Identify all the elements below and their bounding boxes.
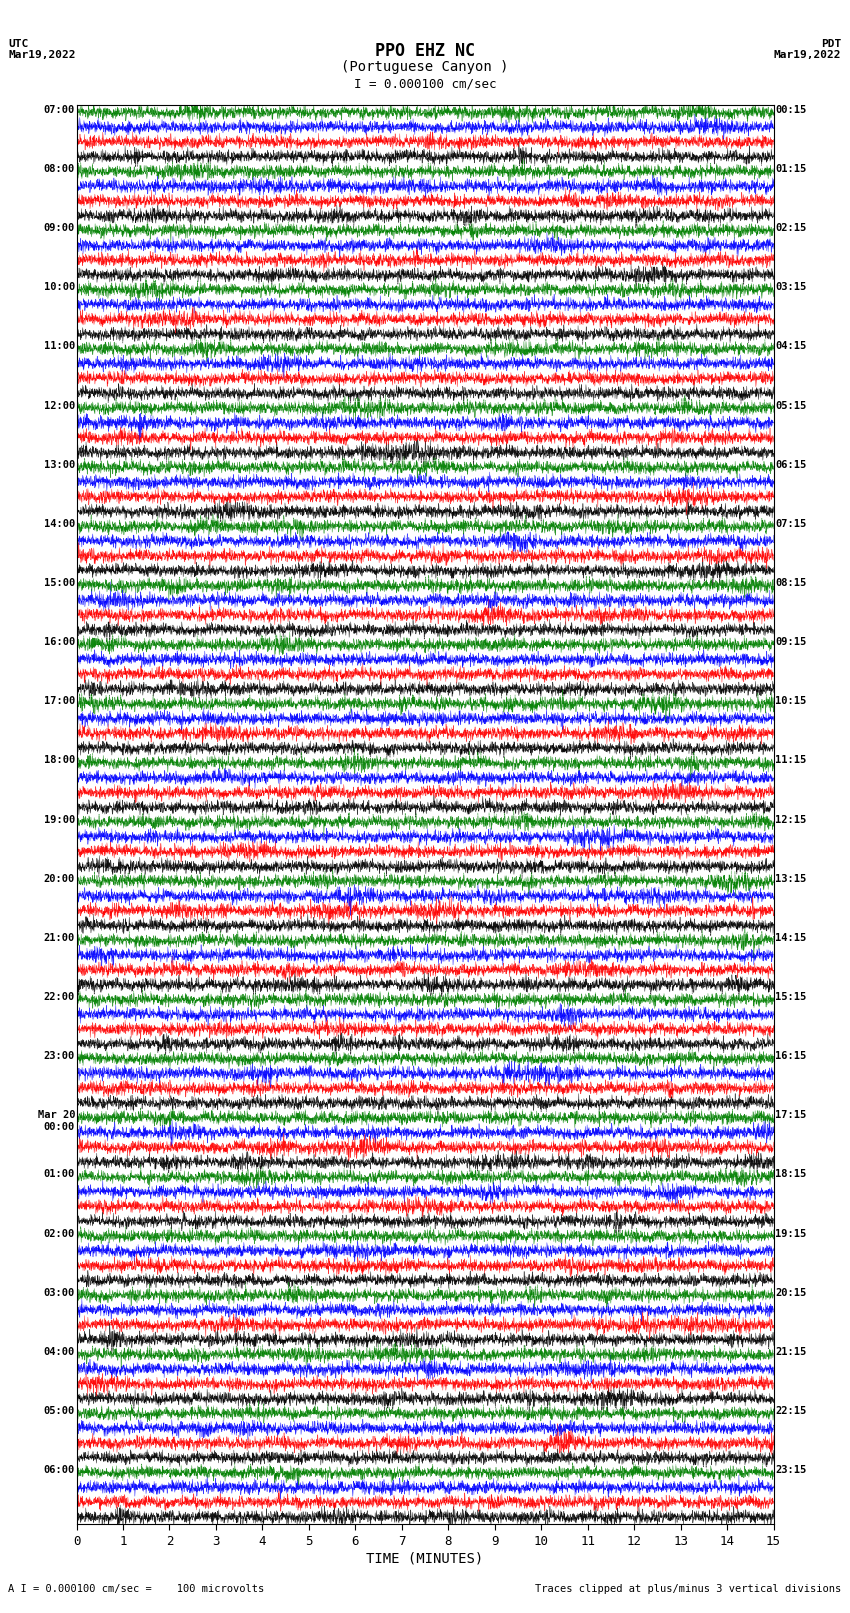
- Text: 10:00: 10:00: [44, 282, 75, 292]
- Text: 16:15: 16:15: [775, 1052, 806, 1061]
- Text: 13:15: 13:15: [775, 874, 806, 884]
- Text: 15:00: 15:00: [44, 577, 75, 589]
- Text: I = 0.000100 cm/sec: I = 0.000100 cm/sec: [354, 77, 496, 90]
- Text: PPO EHZ NC: PPO EHZ NC: [375, 42, 475, 60]
- Text: UTC
Mar19,2022: UTC Mar19,2022: [8, 39, 76, 60]
- Text: 02:15: 02:15: [775, 223, 806, 234]
- Text: 01:15: 01:15: [775, 165, 806, 174]
- Text: 12:00: 12:00: [44, 400, 75, 411]
- Text: 23:00: 23:00: [44, 1052, 75, 1061]
- Text: 19:15: 19:15: [775, 1229, 806, 1239]
- Text: 15:15: 15:15: [775, 992, 806, 1002]
- X-axis label: TIME (MINUTES): TIME (MINUTES): [366, 1552, 484, 1566]
- Text: 19:00: 19:00: [44, 815, 75, 824]
- Text: PDT
Mar19,2022: PDT Mar19,2022: [774, 39, 842, 60]
- Text: 09:00: 09:00: [44, 223, 75, 234]
- Text: 21:15: 21:15: [775, 1347, 806, 1357]
- Text: 10:15: 10:15: [775, 697, 806, 706]
- Text: 05:00: 05:00: [44, 1407, 75, 1416]
- Text: (Portuguese Canyon ): (Portuguese Canyon ): [341, 60, 509, 74]
- Text: Traces clipped at plus/minus 3 vertical divisions: Traces clipped at plus/minus 3 vertical …: [536, 1584, 842, 1594]
- Text: 22:00: 22:00: [44, 992, 75, 1002]
- Text: 03:00: 03:00: [44, 1287, 75, 1298]
- Text: 22:15: 22:15: [775, 1407, 806, 1416]
- Text: 12:15: 12:15: [775, 815, 806, 824]
- Text: 04:00: 04:00: [44, 1347, 75, 1357]
- Text: 18:00: 18:00: [44, 755, 75, 766]
- Text: 02:00: 02:00: [44, 1229, 75, 1239]
- Text: Mar 20
00:00: Mar 20 00:00: [37, 1110, 75, 1132]
- Text: 11:00: 11:00: [44, 342, 75, 352]
- Text: 01:00: 01:00: [44, 1169, 75, 1179]
- Text: 14:00: 14:00: [44, 519, 75, 529]
- Text: 20:00: 20:00: [44, 874, 75, 884]
- Text: 03:15: 03:15: [775, 282, 806, 292]
- Text: 17:15: 17:15: [775, 1110, 806, 1121]
- Text: 07:00: 07:00: [44, 105, 75, 115]
- Text: 18:15: 18:15: [775, 1169, 806, 1179]
- Text: 13:00: 13:00: [44, 460, 75, 469]
- Text: 11:15: 11:15: [775, 755, 806, 766]
- Text: 16:00: 16:00: [44, 637, 75, 647]
- Text: 17:00: 17:00: [44, 697, 75, 706]
- Text: 20:15: 20:15: [775, 1287, 806, 1298]
- Text: 07:15: 07:15: [775, 519, 806, 529]
- Text: 08:15: 08:15: [775, 577, 806, 589]
- Text: 04:15: 04:15: [775, 342, 806, 352]
- Text: 14:15: 14:15: [775, 932, 806, 944]
- Text: 08:00: 08:00: [44, 165, 75, 174]
- Text: 06:00: 06:00: [44, 1465, 75, 1476]
- Text: 00:15: 00:15: [775, 105, 806, 115]
- Text: A I = 0.000100 cm/sec =    100 microvolts: A I = 0.000100 cm/sec = 100 microvolts: [8, 1584, 264, 1594]
- Text: 09:15: 09:15: [775, 637, 806, 647]
- Text: 06:15: 06:15: [775, 460, 806, 469]
- Text: 05:15: 05:15: [775, 400, 806, 411]
- Text: 23:15: 23:15: [775, 1465, 806, 1476]
- Text: 21:00: 21:00: [44, 932, 75, 944]
